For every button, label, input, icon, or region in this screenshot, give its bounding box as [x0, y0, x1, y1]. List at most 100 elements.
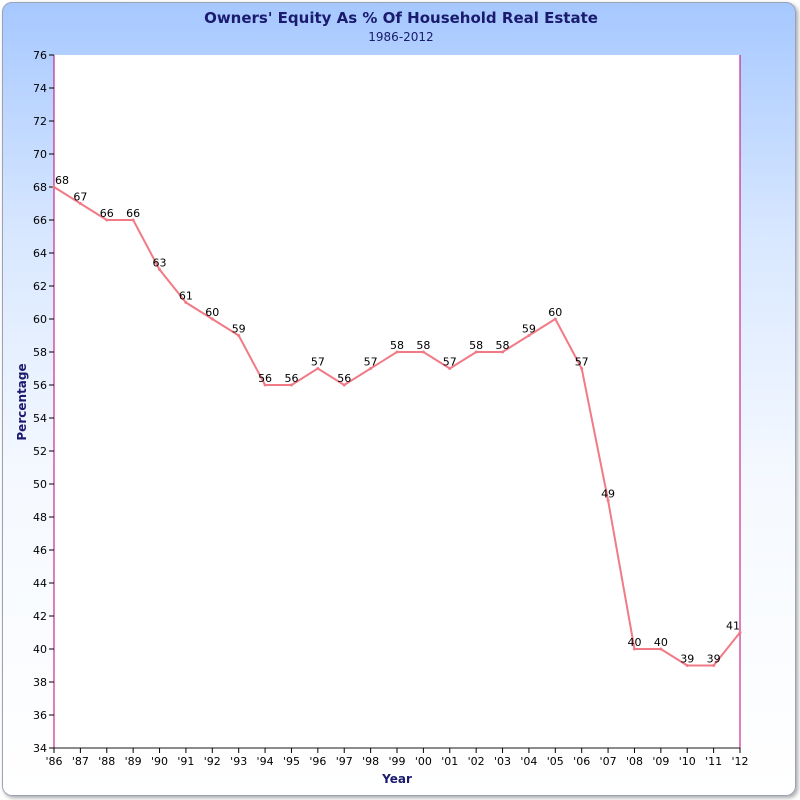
data-label: 41: [726, 620, 740, 633]
y-tick-label: 34: [33, 742, 47, 755]
x-tick-label: '95: [283, 755, 300, 768]
data-point: [659, 647, 663, 651]
data-point: [553, 317, 557, 321]
y-tick-label: 44: [33, 577, 47, 590]
y-tick-label: 42: [33, 610, 47, 623]
x-tick-label: '98: [362, 755, 379, 768]
y-tick-label: 60: [33, 313, 47, 326]
y-tick-label: 68: [33, 181, 47, 194]
data-label: 57: [443, 356, 457, 369]
data-label: 60: [548, 306, 562, 319]
data-point: [421, 350, 425, 354]
x-tick-label: '01: [441, 755, 458, 768]
data-label: 56: [258, 372, 272, 385]
x-tick-label: '86: [45, 755, 62, 768]
data-point: [263, 383, 267, 387]
y-tick-label: 66: [33, 214, 47, 227]
x-tick-label: '94: [257, 755, 274, 768]
x-tick-label: '93: [230, 755, 247, 768]
chart-subtitle: 1986-2012: [368, 30, 434, 44]
y-axis-label: Percentage: [15, 363, 29, 440]
data-label: 60: [205, 306, 219, 319]
data-point: [474, 350, 478, 354]
y-tick-label: 76: [33, 49, 47, 62]
data-point: [316, 367, 320, 370]
data-point: [289, 383, 293, 387]
x-tick-label: '11: [705, 755, 722, 768]
data-point: [237, 334, 241, 337]
data-label: 39: [707, 653, 721, 666]
x-axis-label: Year: [381, 772, 412, 786]
data-label: 66: [100, 207, 114, 220]
x-tick-label: '89: [125, 755, 142, 768]
x-tick-label: '03: [494, 755, 511, 768]
data-point: [738, 631, 742, 634]
chart-title: Owners' Equity As % Of Household Real Es…: [204, 9, 598, 27]
data-label: 56: [337, 372, 351, 385]
y-tick-label: 58: [33, 346, 47, 359]
x-tick-label: '08: [626, 755, 643, 768]
data-label: 57: [364, 356, 378, 369]
data-point: [131, 218, 135, 222]
y-tick-label: 64: [33, 247, 47, 260]
data-label: 63: [153, 257, 167, 270]
data-point: [685, 664, 689, 667]
data-point: [712, 664, 716, 667]
data-label: 49: [601, 488, 615, 501]
y-tick-label: 54: [33, 412, 47, 425]
data-point: [448, 367, 452, 370]
y-tick-label: 36: [33, 709, 47, 722]
x-tick-label: '88: [98, 755, 115, 768]
data-point: [501, 350, 505, 354]
data-label: 58: [496, 339, 510, 352]
y-tick-label: 74: [33, 82, 47, 95]
data-point: [210, 317, 214, 321]
data-label: 56: [284, 372, 298, 385]
data-label: 59: [522, 323, 536, 336]
x-tick-label: '99: [388, 755, 405, 768]
data-label: 67: [73, 191, 87, 204]
y-tick-label: 56: [33, 379, 47, 392]
y-tick-label: 52: [33, 445, 47, 458]
x-tick-label: '97: [336, 755, 353, 768]
data-label: 59: [232, 323, 246, 336]
data-point: [78, 202, 82, 205]
x-tick-label: '87: [72, 755, 89, 768]
data-point: [580, 367, 584, 370]
data-label: 39: [680, 653, 694, 666]
x-tick-label: '05: [547, 755, 564, 768]
x-tick-label: '09: [652, 755, 669, 768]
data-point: [184, 301, 188, 304]
data-label: 66: [126, 207, 140, 220]
data-point: [606, 499, 610, 502]
data-point: [105, 218, 109, 222]
data-point: [158, 268, 162, 271]
data-label: 40: [654, 636, 668, 649]
x-tick-label: '07: [600, 755, 617, 768]
data-label: 40: [627, 636, 641, 649]
x-tick-label: '10: [679, 755, 696, 768]
x-tick-label: '00: [415, 755, 432, 768]
y-tick-label: 70: [33, 148, 47, 161]
y-tick-label: 50: [33, 478, 47, 491]
data-label: 58: [390, 339, 404, 352]
x-tick-label: '91: [177, 755, 194, 768]
x-tick-label: '90: [151, 755, 168, 768]
data-point: [369, 367, 373, 370]
plot-area: [54, 55, 740, 748]
y-tick-label: 48: [33, 511, 47, 524]
y-tick-label: 46: [33, 544, 47, 557]
data-label: 58: [416, 339, 430, 352]
y-tick-label: 72: [33, 115, 47, 128]
y-tick-label: 38: [33, 676, 47, 689]
x-tick-label: '02: [468, 755, 485, 768]
data-point: [632, 647, 636, 651]
x-tick-label: '04: [520, 755, 537, 768]
data-point: [342, 383, 346, 387]
data-point: [52, 185, 56, 189]
data-label: 57: [311, 356, 325, 369]
x-tick-label: '12: [731, 755, 748, 768]
data-label: 58: [469, 339, 483, 352]
x-tick-label: '06: [573, 755, 590, 768]
